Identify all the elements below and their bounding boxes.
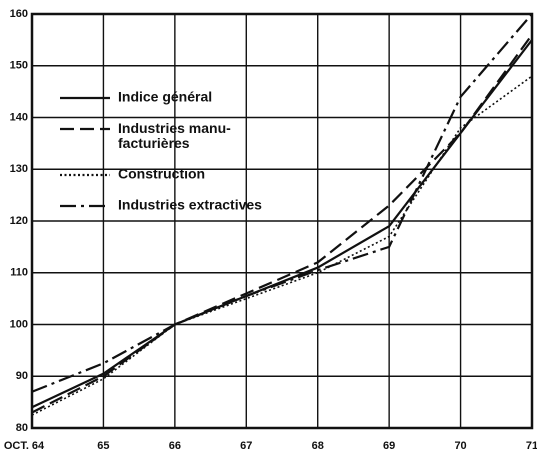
x-tick-label: 65 (97, 440, 109, 452)
x-tick-label: 66 (169, 440, 181, 452)
y-tick-label: 130 (10, 163, 28, 175)
y-tick-label: 120 (10, 215, 28, 227)
legend-label: Industries manu-facturières (118, 120, 231, 151)
x-tick-label: 70 (454, 440, 466, 452)
y-tick-label: 100 (10, 318, 28, 330)
y-tick-label: 150 (10, 60, 28, 72)
x-tick-label: 67 (240, 440, 252, 452)
x-tick-label: 71 (526, 440, 537, 452)
legend-label: Industries extractives (118, 197, 262, 213)
plot-frame (30, 12, 534, 430)
x-tick-label: 68 (312, 440, 324, 452)
legend-label: Indice général (118, 89, 212, 105)
legend-label: Construction (118, 166, 205, 182)
x-tick-label: OCT. 64 (4, 440, 45, 452)
y-tick-label: 160 (10, 8, 28, 20)
series-line (31, 39, 533, 409)
y-tick-label: 90 (16, 370, 28, 382)
series-line (31, 34, 533, 414)
y-tick-label: 110 (10, 267, 28, 279)
series-line (31, 75, 533, 416)
series-line (31, 13, 533, 393)
y-tick-label: 140 (10, 111, 28, 123)
x-tick-label: 69 (383, 440, 395, 452)
y-tick-label: 80 (16, 422, 28, 434)
